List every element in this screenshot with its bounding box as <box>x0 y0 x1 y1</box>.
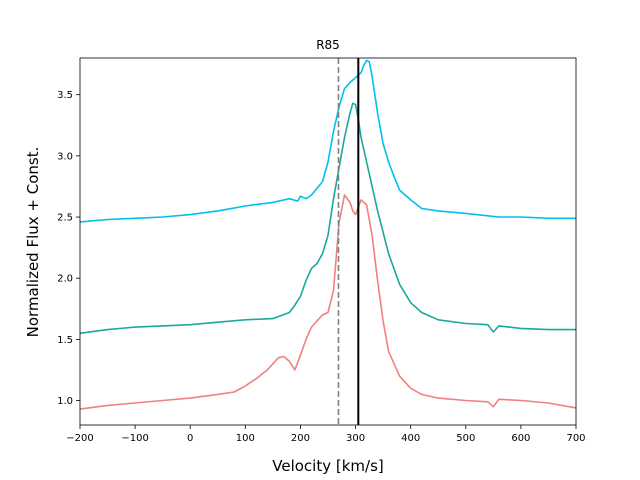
x-tick-label: 600 <box>511 433 530 444</box>
y-tick-label: 2.5 <box>57 213 73 224</box>
x-tick-label: 400 <box>401 433 420 444</box>
y-tick-label: 2.0 <box>57 274 73 285</box>
x-tick-label: −200 <box>66 433 93 444</box>
x-tick-label: 100 <box>236 433 255 444</box>
top-profile-line <box>79 59 576 223</box>
x-tick-label: 700 <box>566 433 585 444</box>
series-layer <box>79 59 577 410</box>
x-axis-label: Velocity [km/s] <box>272 457 383 475</box>
x-tick-label: 0 <box>187 433 193 444</box>
bottom-profile-line <box>79 194 577 410</box>
x-axis-ticks: −200 −100 0 100 200 300 400 500 600 700 <box>66 425 586 444</box>
middle-profile-line <box>79 102 576 335</box>
x-tick-label: −100 <box>121 433 148 444</box>
x-tick-label: 300 <box>346 433 365 444</box>
plot-background <box>80 58 576 425</box>
y-tick-label: 1.5 <box>57 335 73 346</box>
y-axis-label: Normalized Flux + Const. <box>24 147 42 338</box>
y-tick-label: 3.5 <box>57 90 73 101</box>
y-axis-ticks: 1.0 1.5 2.0 2.5 3.0 3.5 <box>57 90 80 407</box>
x-tick-label: 200 <box>291 433 310 444</box>
y-tick-label: 3.0 <box>57 151 73 162</box>
reference-lines <box>337 58 360 425</box>
plot-frame <box>79 57 577 426</box>
chart-title: R85 <box>316 38 340 52</box>
y-tick-label: 1.0 <box>57 396 73 407</box>
x-tick-label: 500 <box>456 433 475 444</box>
